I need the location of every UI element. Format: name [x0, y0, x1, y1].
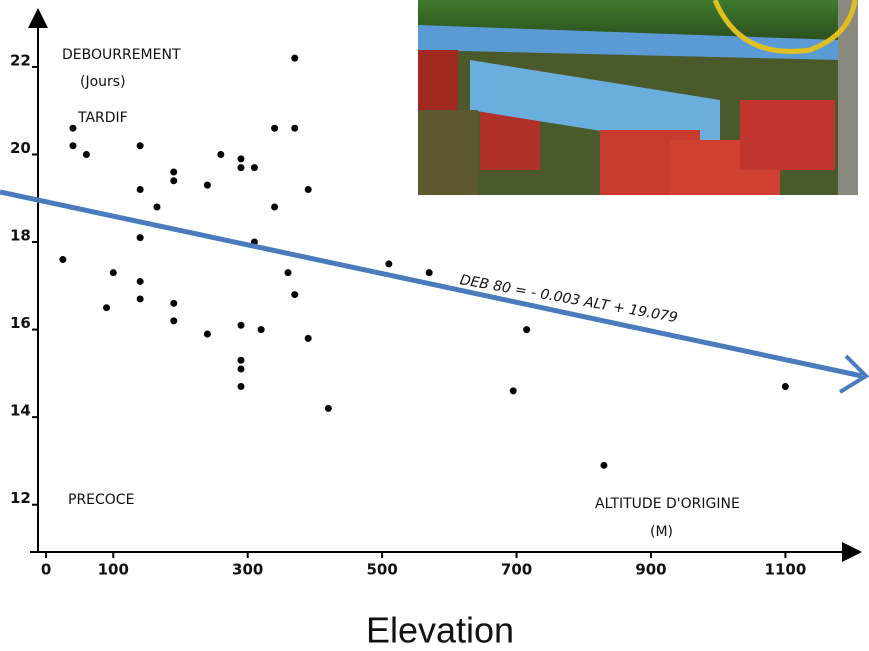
point — [170, 317, 178, 325]
x-tick-label: 900 — [635, 561, 666, 579]
point — [82, 150, 90, 158]
point — [237, 321, 245, 329]
point — [781, 383, 789, 391]
annotation: (M) — [650, 524, 673, 540]
point — [291, 124, 299, 132]
point — [509, 387, 517, 395]
y-tick-label: 12 — [10, 489, 31, 507]
point — [170, 299, 178, 307]
x-tick-label: 700 — [501, 561, 532, 579]
point — [136, 295, 144, 303]
x-tick-label: 100 — [98, 561, 129, 579]
point — [170, 168, 178, 176]
point — [203, 330, 211, 338]
point — [103, 304, 111, 312]
y-tick-label: 14 — [10, 402, 31, 420]
point — [237, 155, 245, 163]
point — [69, 142, 77, 150]
point — [291, 291, 299, 299]
annotation: (Jours) — [80, 74, 126, 90]
point — [271, 124, 279, 132]
point — [304, 334, 312, 342]
point — [523, 326, 531, 334]
trend-line — [0, 189, 863, 379]
point — [203, 181, 211, 189]
point — [425, 269, 433, 277]
y-tick-label: 20 — [10, 139, 31, 157]
point — [109, 269, 117, 277]
point — [136, 142, 144, 150]
point — [600, 461, 608, 469]
trend-arrow — [0, 189, 869, 394]
point — [59, 256, 67, 264]
x-axis-label: Elevation — [366, 610, 514, 651]
annotation: TARDIF — [77, 110, 128, 126]
x-tick-label: 1100 — [765, 561, 807, 579]
point — [271, 203, 279, 211]
point — [136, 234, 144, 242]
y-tick-label: 22 — [10, 51, 31, 69]
point — [291, 54, 299, 62]
point — [324, 404, 332, 412]
y-tick-label: 16 — [10, 314, 31, 332]
point — [217, 150, 225, 158]
point — [170, 177, 178, 185]
point — [284, 269, 292, 277]
point — [153, 203, 161, 211]
point — [250, 164, 258, 172]
photo — [418, 0, 858, 195]
point — [385, 260, 393, 268]
x-tick-label: 0 — [41, 561, 51, 579]
point — [69, 124, 77, 132]
annotation: ALTITUDE D'ORIGINE — [595, 496, 740, 512]
trend-head — [838, 354, 869, 394]
annotation: DEBOURREMENT — [62, 47, 181, 63]
x-tick-label: 300 — [232, 561, 263, 579]
point — [136, 277, 144, 285]
annotation: PRECOCE — [68, 492, 134, 508]
point — [136, 185, 144, 193]
point — [237, 164, 245, 172]
point — [304, 185, 312, 193]
point — [237, 356, 245, 364]
point — [237, 383, 245, 391]
x-tick-label: 500 — [366, 561, 397, 579]
y-tick-label: 18 — [10, 227, 31, 245]
point — [237, 365, 245, 373]
point — [257, 326, 265, 334]
